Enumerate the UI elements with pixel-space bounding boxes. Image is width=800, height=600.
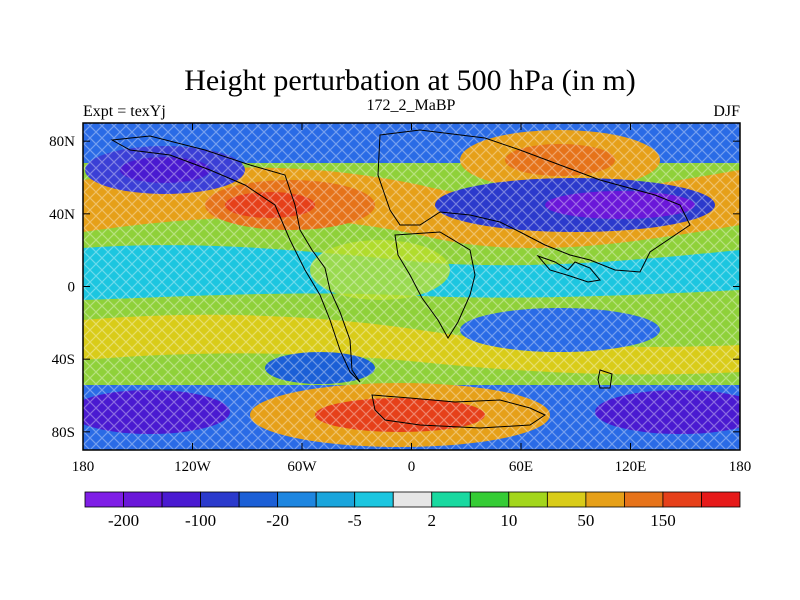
x-tick-label: 60W xyxy=(287,459,317,475)
colorbar-swatch xyxy=(701,491,741,508)
colorbar-swatch xyxy=(277,491,317,508)
colorbar-label: 10 xyxy=(500,511,517,530)
y-tick-label: 40S xyxy=(52,352,75,368)
colorbar-swatch xyxy=(624,491,664,508)
colorbar-label: -200 xyxy=(108,511,139,530)
colorbar-swatch xyxy=(585,491,625,508)
colorbar-label: 2 xyxy=(428,511,437,530)
case-label: 172_2_MaBP xyxy=(367,97,456,114)
colorbar-swatch xyxy=(123,491,163,508)
season-label: DJF xyxy=(713,103,740,120)
colorbar-swatch xyxy=(315,491,356,508)
y-tick-label: 0 xyxy=(68,280,76,296)
colorbar-swatch xyxy=(546,491,587,508)
colorbar-swatch xyxy=(84,491,124,508)
colorbar-swatch xyxy=(200,491,240,508)
y-tick-marks: 80N 40N 0 40S 80S xyxy=(49,134,740,441)
colorbar-swatch xyxy=(431,491,471,508)
colorbar-swatch xyxy=(662,491,702,508)
colorbar-swatch xyxy=(469,491,510,508)
colorbar-swatch xyxy=(392,491,433,508)
x-tick-label: 180 xyxy=(72,459,95,475)
x-tick-marks: 180 120W 60W 0 60E 120E 180 xyxy=(72,123,752,475)
plot-title: Height perturbation at 500 hPa (in m) xyxy=(184,64,636,97)
hatch-overlay xyxy=(83,123,740,450)
colorbar-label: -5 xyxy=(348,511,362,530)
colorbar-label: 50 xyxy=(577,511,594,530)
y-tick-label: 80N xyxy=(49,134,75,150)
coastlines xyxy=(110,129,691,429)
colorbar: -200 -100 -20 -5 2 10 50 150 xyxy=(84,491,741,530)
colorbar-swatch xyxy=(238,491,279,508)
colorbar-swatch xyxy=(354,491,394,508)
x-tick-label: 60E xyxy=(509,459,533,475)
x-tick-label: 120E xyxy=(615,459,647,475)
y-tick-label: 80S xyxy=(52,425,75,441)
y-tick-label: 40N xyxy=(49,207,75,223)
experiment-label: Expt = texYj xyxy=(83,103,166,120)
colorbar-label: -20 xyxy=(266,511,289,530)
x-tick-label: 180 xyxy=(729,459,752,475)
colorbar-swatch xyxy=(161,491,201,508)
x-tick-label: 120W xyxy=(174,459,212,475)
colorbar-label: 150 xyxy=(650,511,676,530)
x-tick-label: 0 xyxy=(408,459,416,475)
map-panel xyxy=(83,123,740,450)
colorbar-label: -100 xyxy=(185,511,216,530)
colorbar-swatch xyxy=(508,491,548,508)
